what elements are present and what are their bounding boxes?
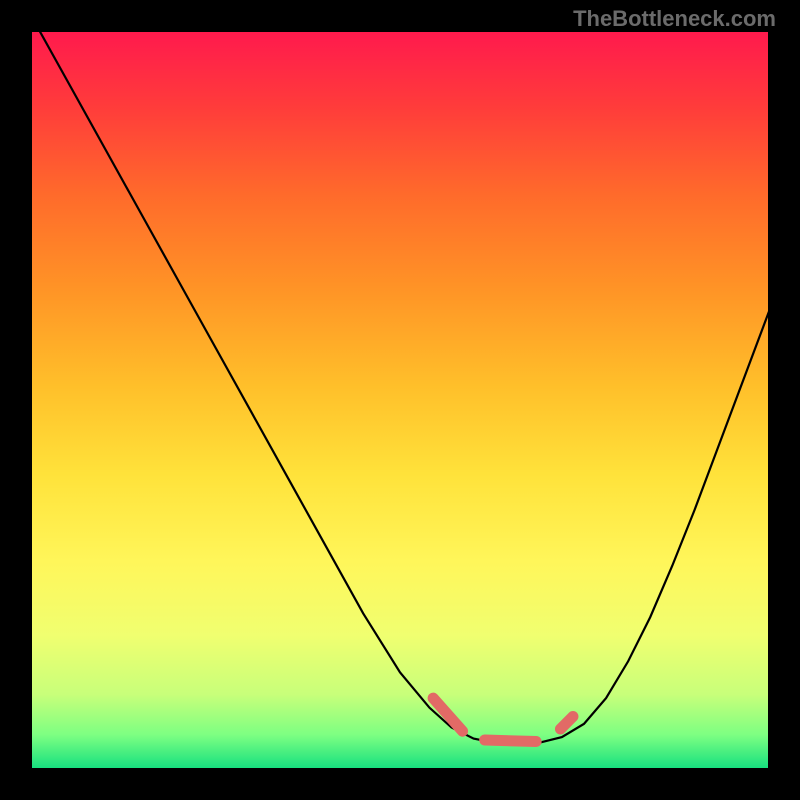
valley-marker-group xyxy=(433,698,573,741)
curve-layer xyxy=(32,32,768,768)
plot-area xyxy=(32,32,768,768)
watermark-text: TheBottleneck.com xyxy=(573,6,776,32)
valley-marker-dash xyxy=(560,716,573,729)
bottleneck-curve xyxy=(32,32,768,744)
valley-marker-dash xyxy=(485,740,537,741)
